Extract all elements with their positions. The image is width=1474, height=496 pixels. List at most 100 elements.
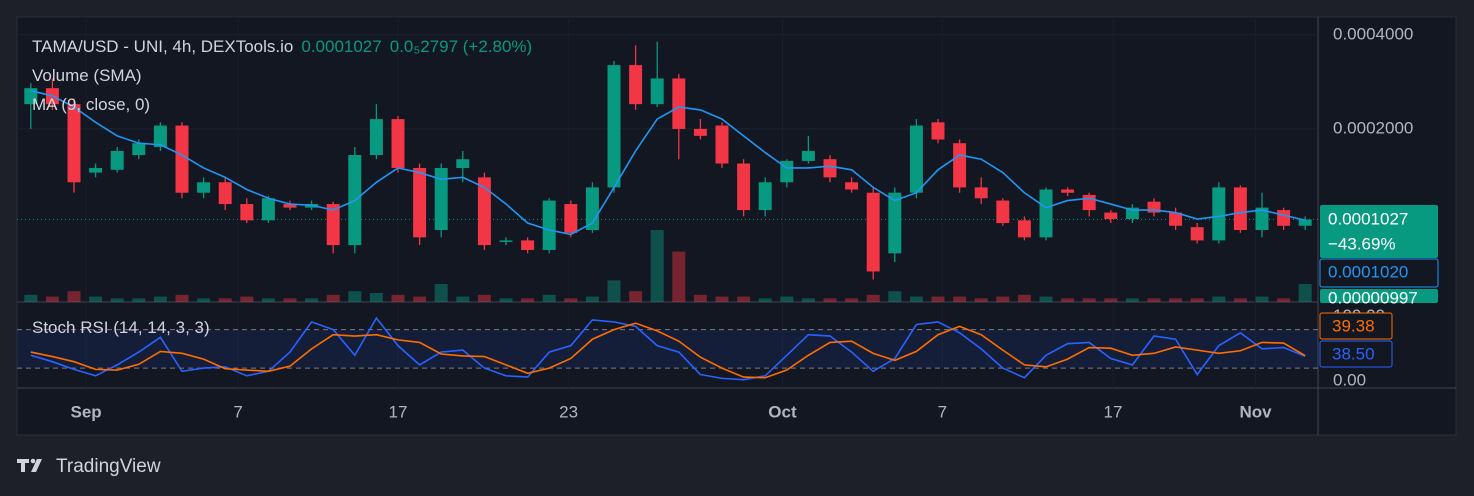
stoch-line bbox=[30, 316, 1306, 381]
volume-bar bbox=[153, 296, 167, 302]
candle-body bbox=[1061, 189, 1075, 193]
volume-bar bbox=[45, 296, 59, 302]
x-tick-label: 7 bbox=[233, 402, 242, 421]
volume-bar bbox=[197, 298, 211, 302]
volume-bar bbox=[737, 296, 751, 302]
volume-bar bbox=[909, 296, 923, 302]
volume-bar bbox=[542, 294, 556, 302]
candle-body bbox=[1233, 187, 1247, 230]
candle-body bbox=[1169, 212, 1183, 226]
volume-bar bbox=[110, 298, 124, 302]
candle-body bbox=[931, 122, 945, 140]
volume-bar bbox=[715, 296, 729, 302]
candle-body bbox=[542, 200, 556, 250]
volume-bar bbox=[1255, 296, 1269, 302]
candle-body bbox=[110, 150, 124, 170]
volume-bar bbox=[283, 298, 297, 302]
volume-bar bbox=[413, 296, 427, 302]
candle-body bbox=[845, 182, 859, 190]
volume-bar bbox=[369, 293, 383, 302]
candle-body bbox=[974, 187, 988, 199]
candle-body bbox=[801, 150, 815, 161]
candle-body bbox=[1277, 210, 1291, 226]
volume-bar bbox=[1104, 298, 1118, 302]
volume-value-box bbox=[1320, 289, 1438, 303]
candle-body bbox=[89, 167, 103, 173]
ma-line bbox=[30, 89, 1306, 236]
ma-value-label: 0.0001020 bbox=[1328, 262, 1408, 281]
volume-bar bbox=[434, 284, 448, 302]
candle-body bbox=[413, 167, 427, 238]
x-tick-label: 17 bbox=[1103, 402, 1122, 421]
volume-bar bbox=[24, 294, 38, 302]
stoch-legend: Stoch RSI (14, 14, 3, 3) bbox=[32, 318, 210, 337]
candle-body bbox=[240, 204, 254, 221]
legend: TAMA/USD - UNI, 4h, DEXTools.io 0.0001027… bbox=[32, 32, 532, 119]
volume-bar bbox=[326, 294, 340, 302]
candle-body bbox=[607, 65, 621, 188]
volume-bar bbox=[175, 294, 189, 302]
candle-body bbox=[693, 128, 707, 136]
candle-body bbox=[434, 167, 448, 230]
candle-body bbox=[456, 159, 470, 168]
volume-bar bbox=[132, 298, 146, 302]
volume-bar bbox=[1125, 298, 1139, 302]
volume-bar bbox=[1061, 298, 1075, 302]
volume-bar bbox=[305, 298, 319, 302]
chart-title: TAMA/USD - UNI, 4h, DEXTools.io bbox=[32, 37, 294, 56]
volume-bar bbox=[1169, 298, 1183, 302]
brand-name: TradingView bbox=[56, 456, 161, 477]
volume-bar bbox=[1212, 296, 1226, 302]
last-price: 0.0001027 bbox=[301, 37, 382, 56]
last-price-box bbox=[1320, 205, 1438, 258]
volume-bar bbox=[521, 298, 535, 302]
candle-body bbox=[1082, 194, 1096, 211]
candle-body bbox=[1125, 207, 1139, 220]
volume-bar bbox=[261, 298, 275, 302]
brand-logo bbox=[17, 458, 42, 472]
candle-body bbox=[585, 187, 599, 230]
candle-body bbox=[1212, 187, 1226, 241]
volume-bar bbox=[693, 294, 707, 302]
volume-bar bbox=[585, 296, 599, 302]
candle-body bbox=[996, 200, 1010, 224]
title-row: TAMA/USD - UNI, 4h, DEXTools.io 0.0001027… bbox=[32, 32, 532, 61]
volume-bar bbox=[996, 296, 1010, 302]
volume-bar bbox=[1298, 284, 1312, 302]
volume-bar bbox=[845, 298, 859, 302]
volume-bar bbox=[67, 291, 81, 302]
candle-body bbox=[823, 159, 837, 178]
x-tick-label: 7 bbox=[938, 402, 947, 421]
stoch-d-box bbox=[1319, 312, 1393, 340]
price-change: 0.0₅2797 (+2.80%) bbox=[389, 37, 533, 56]
volume-bar bbox=[1147, 298, 1161, 302]
candle-body bbox=[521, 240, 535, 250]
volume-bar bbox=[218, 298, 232, 302]
volume-bar bbox=[931, 296, 945, 302]
candle-body bbox=[369, 119, 383, 156]
volume-bar bbox=[1082, 298, 1096, 302]
volume-bar bbox=[650, 230, 664, 302]
ma-value-box bbox=[1319, 258, 1439, 288]
candle-body bbox=[1017, 220, 1031, 238]
x-tick-label: 17 bbox=[389, 402, 408, 421]
volume-bar bbox=[1277, 298, 1291, 302]
volume-bar bbox=[888, 291, 902, 302]
y-tick-label: 0.0004000 bbox=[1333, 24, 1413, 43]
volume-bar bbox=[866, 294, 880, 302]
volume-bar bbox=[780, 296, 794, 302]
volume-bar bbox=[240, 296, 254, 302]
candle-body bbox=[175, 125, 189, 193]
candle-body bbox=[866, 192, 880, 272]
stoch-k-box bbox=[1319, 340, 1393, 368]
candle-body bbox=[477, 177, 491, 246]
candle-body bbox=[564, 204, 578, 233]
candle-body bbox=[1039, 189, 1053, 238]
volume-bar bbox=[89, 296, 103, 302]
candle-body bbox=[672, 78, 686, 129]
candle-body bbox=[391, 119, 405, 168]
x-tick-label: Sep bbox=[71, 402, 102, 421]
stoch-d-label: 39.38 bbox=[1332, 316, 1375, 335]
volume-bar bbox=[801, 298, 815, 302]
